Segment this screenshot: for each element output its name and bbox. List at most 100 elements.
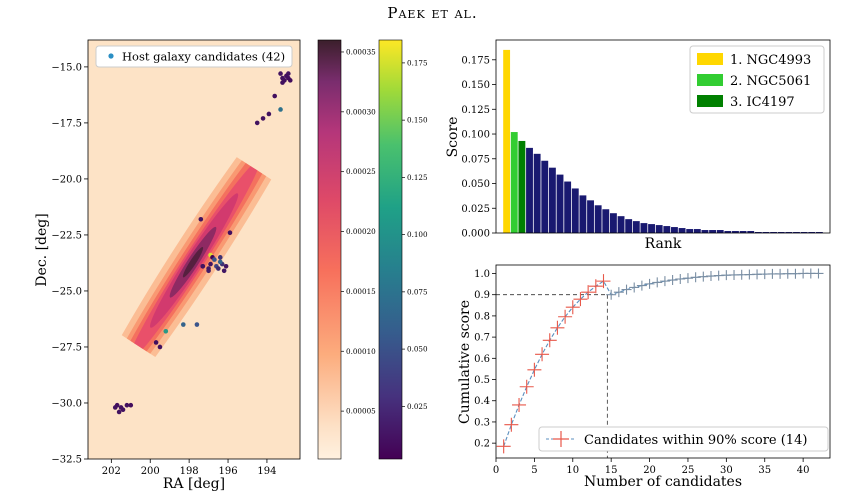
cumulative-ytick-label: 0.6 [474, 354, 490, 365]
score-bar [770, 232, 778, 233]
score-bar [533, 153, 541, 233]
skymap-legend: Host galaxy candidates (42) [95, 45, 293, 68]
skymap-xtick-label: 202 [102, 466, 121, 477]
colorbar-tick-label: 0.00010 [346, 347, 376, 356]
score-bar-legend: 1. NGC4993 2. NGC5061 3. IC4197 [689, 45, 825, 114]
legend-swatch-ngc4993 [697, 53, 723, 65]
host-candidate-point [284, 73, 289, 79]
skymap-ylabel: Dec. [deg] [34, 213, 50, 286]
host-candidate-point [278, 107, 283, 112]
cumulative-marker [644, 278, 655, 289]
score-bar [556, 174, 564, 233]
score-bar [739, 231, 747, 233]
skymap-legend-box [95, 45, 293, 68]
cumulative-marker [659, 276, 670, 287]
cumulative-legend-box [538, 426, 829, 452]
cumulative-xtick-label: 20 [643, 465, 656, 476]
cumulative-legend: Candidates within 90% score (14) [538, 426, 829, 452]
score-colorbar: 0.025 0.050 0.075 0.100 0.125 0.150 0.175 [378, 39, 428, 460]
score-bar-legend-box [689, 45, 825, 114]
host-candidate-point [163, 328, 169, 334]
cumulative-ytick-label: 0.7 [474, 333, 490, 344]
score-bar [625, 219, 633, 233]
colorbar-tick-label: 0.00025 [346, 167, 376, 176]
score-bar [548, 167, 556, 233]
cumulative-marker [667, 275, 678, 286]
score-bar [617, 216, 625, 233]
colorbar-tick-label: 0.00030 [346, 107, 376, 116]
cumulative-marker [596, 274, 611, 289]
score-bar-ytick-label: 0.000 [461, 229, 490, 240]
score-bar [693, 229, 701, 233]
skymap-legend-marker [108, 53, 114, 59]
cumulative-ytick-label: 0.2 [474, 439, 490, 450]
cumulative-marker [606, 289, 617, 300]
cumulative-xtick-label: 15 [605, 465, 618, 476]
score-bar [518, 140, 526, 233]
host-candidate-point [124, 402, 130, 408]
score-bar-ytick-label: 0.100 [461, 130, 490, 141]
host-candidate-point [208, 261, 213, 267]
host-candidate-point [157, 344, 163, 350]
host-candidate-point [254, 120, 260, 126]
skymap-ytick-label: −17.5 [51, 118, 82, 129]
colorbar-tick-label: 0.00035 [346, 47, 376, 56]
score-bar-ytick-label: 0.050 [461, 179, 490, 190]
score-bar [655, 225, 663, 233]
score-bar [716, 230, 724, 233]
host-candidate-point [223, 264, 229, 269]
cumulative-marker [813, 268, 824, 279]
cumulative-xtick-label: 5 [531, 465, 537, 476]
score-bar [724, 231, 732, 233]
cumulative-ytick-label: 0.8 [474, 311, 490, 322]
host-candidate-point [272, 93, 278, 99]
score-bar [594, 205, 602, 233]
host-candidate-point [212, 257, 217, 262]
score-bar [815, 232, 823, 233]
cumulative-marker [504, 417, 519, 432]
skymap-ytick-label: −20.0 [51, 174, 82, 185]
score-bar [762, 232, 770, 233]
cumulative-marker [542, 333, 557, 348]
cumulative-xtick-label: 0 [493, 465, 499, 476]
score-bar-ytick-label: 0.025 [461, 204, 490, 215]
legend-label-ngc4993: 1. NGC4993 [730, 53, 811, 68]
cumulative-ytick-label: 0.3 [474, 417, 490, 428]
score-bar [701, 230, 709, 233]
cumulative-marker [588, 279, 603, 294]
cumulative-marker [512, 397, 527, 412]
score-bar [663, 226, 671, 233]
score-bar-frame [495, 39, 831, 234]
score-bar-ytick-label: 0.175 [461, 55, 490, 66]
cumulative-ytick-label: 0.4 [474, 396, 490, 407]
score-bar [648, 224, 655, 233]
score-bar [632, 221, 640, 233]
skymap-ytick-label: −27.5 [51, 342, 82, 353]
host-candidate-point [217, 259, 223, 265]
score-bar-ylabel: Score [445, 117, 461, 158]
skymap-xtick-label: 200 [141, 466, 160, 477]
host-candidate-point [221, 268, 227, 274]
colorbar-tick-label: 0.075 [407, 287, 428, 296]
legend-swatch-ngc5061 [697, 74, 723, 86]
colorbar-tick-label: 0.00005 [346, 407, 376, 416]
cumulative-marker [613, 287, 624, 298]
cumulative-ytick-label: 0.9 [474, 290, 490, 301]
cumulative-marker [652, 277, 663, 288]
host-candidate-point [217, 255, 223, 260]
score-bar [579, 195, 587, 233]
host-candidate-point [194, 322, 200, 327]
cumulative-curve [503, 272, 819, 447]
score-bar [526, 147, 533, 233]
skymap-legend-label: Host galaxy candidates (42) [122, 50, 285, 64]
cumulative-xtick-label: 25 [682, 465, 695, 476]
cumulative-ytick-label: 0.5 [474, 375, 490, 386]
score-bar [678, 228, 686, 233]
host-candidate-point [112, 405, 118, 410]
score-bar [564, 181, 572, 233]
score-bar-xlabel: Rank [645, 236, 682, 252]
cumulative-marker [519, 379, 534, 394]
host-candidate-point [260, 116, 266, 121]
score-bar [709, 230, 717, 233]
host-candidate-point [200, 264, 206, 269]
